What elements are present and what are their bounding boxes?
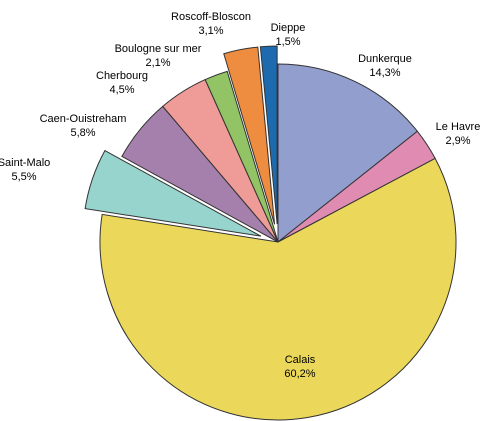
slice-name-dieppe: Dieppe	[271, 22, 306, 34]
slice-value-boulogne-sur-mer: 2,1%	[145, 57, 170, 69]
pie-slices	[84, 45, 457, 421]
slice-value-le-havre: 2,9%	[445, 135, 470, 147]
slice-value-roscoff-bloscon: 3,1%	[198, 25, 223, 37]
pie-slice-dunkerque	[277, 63, 419, 244]
slice-label-cherbourg: Cherbourg 4,5%	[96, 70, 148, 96]
pie-slice-dieppe	[259, 45, 278, 225]
slice-value-saint-malo: 5,5%	[11, 171, 36, 183]
slice-name-cherbourg: Cherbourg	[96, 70, 148, 82]
slice-value-caen-ouistreham: 5,8%	[70, 127, 95, 139]
pie-labels: Dunkerque 14,3% Le Havre 2,9% Calais 60,2% Sai…	[0, 11, 480, 380]
slice-label-dunkerque: Dunkerque 14,3%	[358, 53, 412, 79]
pie-slice-boulogne-sur-mer	[204, 70, 279, 243]
pie-slice-saint-malo	[84, 149, 262, 237]
slice-label-le-havre: Le Havre 2,9%	[436, 121, 481, 147]
slice-value-calais: 60,2%	[284, 368, 315, 380]
slice-name-roscoff-bloscon: Roscoff-Bloscon	[171, 11, 251, 23]
slice-label-roscoff-bloscon: Roscoff-Bloscon 3,1%	[171, 11, 251, 37]
slice-value-cherbourg: 4,5%	[109, 84, 134, 96]
slice-label-caen-ouistreham: Caen-Ouistreham 5,8%	[40, 113, 127, 139]
pie-slice-calais	[99, 157, 457, 421]
slice-label-saint-malo: Saint-Malo 5,5%	[0, 157, 50, 183]
slice-label-dieppe: Dieppe 1,5%	[271, 22, 306, 48]
slice-label-boulogne-sur-mer: Boulogne sur mer 2,1%	[115, 43, 202, 69]
slice-name-saint-malo: Saint-Malo	[0, 157, 50, 169]
slice-name-calais: Calais	[285, 354, 316, 366]
slice-label-calais: Calais 60,2%	[284, 354, 315, 380]
slice-name-caen-ouistreham: Caen-Ouistreham	[40, 113, 127, 125]
slice-name-boulogne-sur-mer: Boulogne sur mer	[115, 43, 202, 55]
slice-name-dunkerque: Dunkerque	[358, 53, 412, 65]
slice-value-dunkerque: 14,3%	[369, 67, 400, 79]
slice-value-dieppe: 1,5%	[275, 36, 300, 48]
pie-slice-roscoff-bloscon	[223, 46, 276, 225]
slice-name-le-havre: Le Havre	[436, 121, 481, 133]
